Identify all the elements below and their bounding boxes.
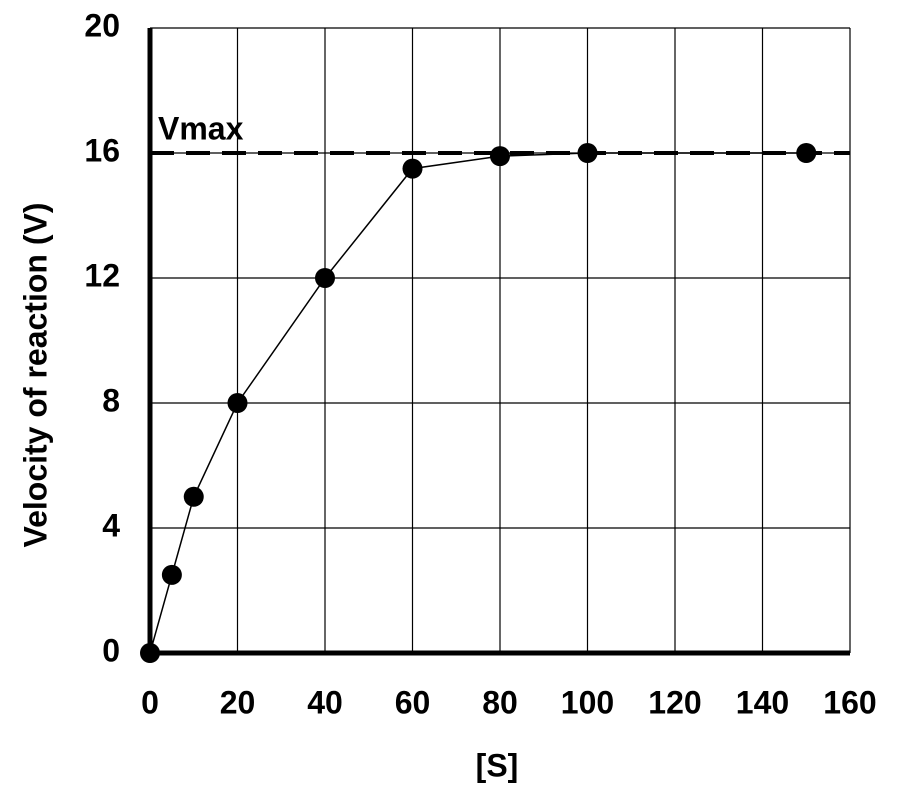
x-tick-label: 0 — [141, 684, 159, 720]
data-point — [227, 393, 248, 413]
data-point — [490, 146, 510, 167]
y-tick-label: 0 — [102, 632, 120, 668]
x-tick-label: 100 — [561, 684, 614, 720]
y-tick-label: 20 — [84, 7, 120, 43]
data-point — [140, 643, 160, 663]
data-point — [577, 143, 598, 163]
x-tick-label: 60 — [395, 684, 431, 720]
y-axis-label: Velocity of reaction (V) — [17, 203, 53, 548]
y-tick-label: 8 — [102, 382, 120, 418]
x-tick-label: 140 — [736, 684, 789, 720]
y-tick-label: 16 — [84, 132, 120, 168]
x-tick-label: 120 — [648, 684, 701, 720]
x-tick-label: 80 — [482, 684, 518, 720]
vmax-label: Vmax — [158, 110, 244, 146]
y-tick-label: 4 — [102, 507, 120, 543]
x-tick-label: 40 — [307, 684, 343, 720]
x-tick-label: 160 — [823, 684, 876, 720]
data-point — [183, 486, 204, 507]
data-point — [402, 158, 423, 179]
data-point — [315, 268, 335, 288]
y-tick-label: 12 — [84, 257, 120, 293]
data-point — [796, 143, 817, 163]
x-tick-label: 20 — [220, 684, 256, 720]
data-point — [161, 564, 182, 585]
x-axis-label: [S] — [476, 747, 519, 783]
